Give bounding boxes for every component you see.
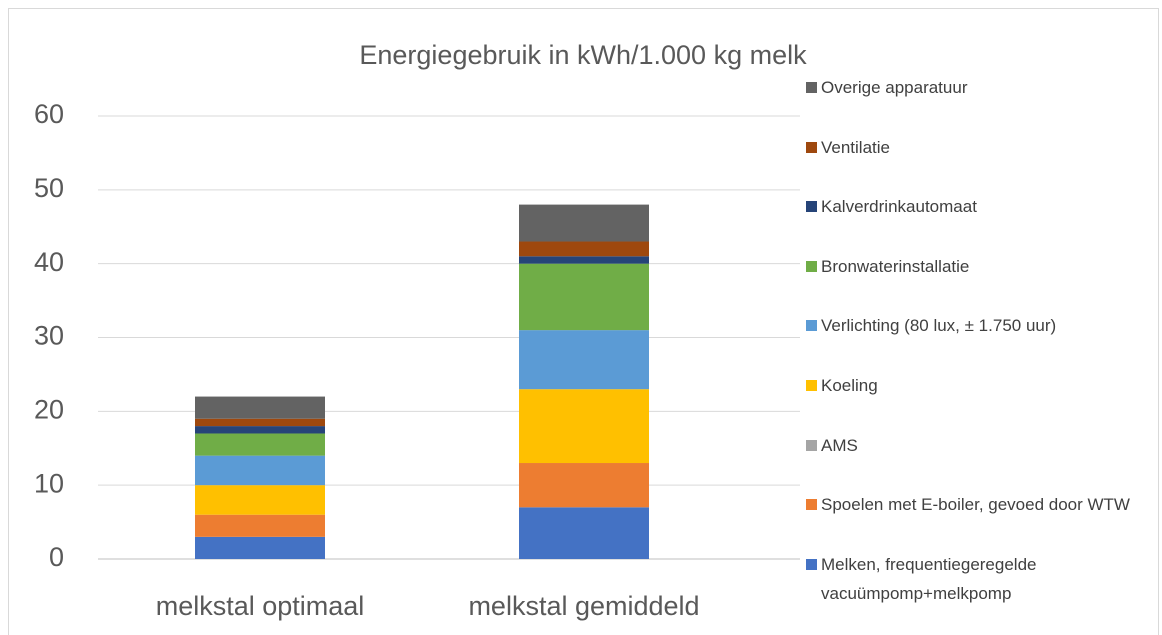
legend-item: Verlichting (80 lux, ± 1.750 uur) (806, 311, 1151, 340)
legend-swatch (806, 380, 817, 391)
bar-segment (195, 485, 325, 515)
bar-segment (519, 507, 649, 559)
x-tick-label: melkstal optimaal (156, 591, 365, 621)
legend-label: Ventilatie (821, 137, 890, 157)
legend-item: Melken, frequentiegeregelde vacuümpomp+m… (806, 550, 1151, 608)
bar-segment (195, 426, 325, 434)
y-tick-label: 20 (34, 394, 64, 424)
bar-segment (519, 463, 649, 508)
legend-label: Melken, frequentiegeregelde vacuümpomp+m… (821, 554, 1037, 603)
bar-segment (195, 418, 325, 427)
legend-label: Verlichting (80 lux, ± 1.750 uur) (821, 316, 1057, 336)
bar-segment (519, 263, 649, 331)
legend-label: Spoelen met E-boiler, gevoed door WTW (821, 495, 1130, 515)
bar-segment (519, 256, 649, 264)
legend-label: Overige apparatuur (821, 78, 968, 97)
legend-swatch (806, 499, 817, 511)
legend-label: Koeling (821, 376, 878, 395)
bar-segment (519, 241, 649, 257)
y-tick-label: 30 (34, 321, 64, 351)
y-tick-label: 60 (34, 99, 64, 129)
legend-swatch (806, 558, 817, 570)
legend-label: Bronwaterinstallatie (821, 256, 970, 276)
x-tick-label: melkstal gemiddeld (468, 591, 699, 621)
legend-swatch (806, 439, 817, 451)
bar-segment (519, 389, 649, 464)
legend-item: AMS (806, 431, 1151, 460)
legend-swatch (806, 201, 817, 213)
legend-label: AMS (821, 435, 858, 455)
chart-border (8, 8, 1159, 635)
bar-segment (519, 330, 649, 390)
legend-label: Kalverdrinkautomaat (821, 197, 977, 217)
bar-segment (195, 536, 325, 559)
legend-swatch (806, 320, 817, 332)
y-tick-label: 40 (34, 247, 64, 277)
bar-segment (195, 433, 325, 456)
legend-item: Koeling (806, 371, 1151, 400)
legend-swatch (806, 82, 817, 93)
bar-segment (195, 396, 325, 419)
chart-title: Energiegebruik in kWh/1.000 kg melk (359, 40, 807, 70)
legend-item: Kalverdrinkautomaat (806, 192, 1151, 221)
y-tick-label: 50 (34, 173, 64, 203)
bar-segment (519, 204, 649, 242)
legend-item: Overige apparatuur (806, 73, 1151, 102)
y-tick-label: 10 (34, 468, 64, 498)
bar-segment (195, 455, 325, 486)
legend-swatch (806, 141, 817, 153)
legend-item: Bronwaterinstallatie (806, 252, 1151, 281)
legend-swatch (806, 260, 817, 272)
legend-item: Ventilatie (806, 133, 1151, 162)
legend-item: Spoelen met E-boiler, gevoed door WTW (806, 490, 1151, 519)
bar-segment (195, 514, 325, 537)
y-tick-label: 0 (49, 542, 64, 572)
